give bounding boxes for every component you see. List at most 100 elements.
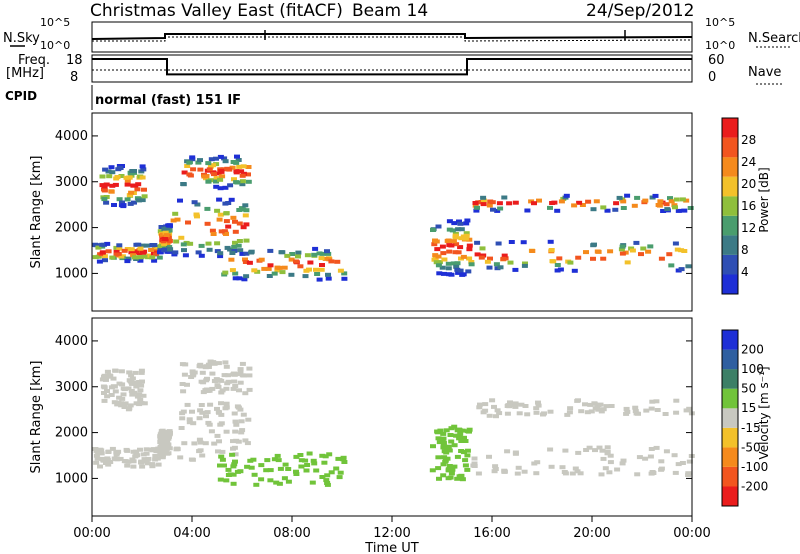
velocity-cell — [212, 379, 219, 383]
power-cell — [211, 172, 217, 177]
velocity-cell — [223, 364, 230, 369]
colorbar-frame — [721, 329, 739, 507]
power-cell — [235, 243, 242, 248]
velocity-cell — [92, 447, 99, 451]
power-cell — [457, 221, 464, 226]
velocity-cell — [562, 448, 569, 453]
power-cell — [465, 269, 472, 274]
velocity-cell — [599, 448, 606, 453]
colorbar-swatch — [722, 466, 738, 487]
velocity-cell — [512, 450, 519, 455]
velocity-cell — [209, 371, 216, 376]
power-cell — [118, 254, 125, 259]
power-cell — [128, 190, 135, 195]
power-cell — [679, 197, 686, 202]
power-cell — [242, 213, 249, 218]
power-cell — [99, 250, 106, 255]
power-cell — [214, 241, 221, 246]
power-cell — [430, 228, 436, 232]
colorbar-swatch — [722, 486, 738, 506]
velocity-cell — [440, 431, 447, 436]
power-cell — [463, 221, 470, 226]
power-cell — [449, 228, 456, 233]
velocity-cell — [518, 402, 525, 407]
y-tick-label: 2000 — [55, 426, 88, 441]
velocity-cell — [632, 405, 639, 410]
velocity-cell — [440, 442, 447, 447]
velocity-cell — [486, 413, 493, 418]
velocity-cell — [297, 453, 304, 457]
power-cell — [236, 221, 243, 226]
velocity-cell — [619, 461, 626, 466]
power-cell — [103, 182, 110, 187]
velocity-cell — [138, 368, 145, 373]
power-cell — [304, 253, 311, 258]
power-cell — [547, 205, 553, 210]
power-cell — [685, 264, 692, 269]
velocity-cell — [230, 464, 237, 469]
velocity-cell — [184, 382, 190, 387]
power-cell — [466, 247, 473, 252]
velocity-cell — [258, 463, 265, 468]
velocity-cell — [186, 417, 193, 422]
power-cell — [600, 205, 607, 210]
power-cell — [464, 218, 471, 223]
velocity-cell — [614, 467, 621, 472]
velocity-cell — [207, 402, 214, 407]
freq-frame — [91, 54, 693, 83]
x-tick-label: 16:00 — [473, 526, 510, 541]
velocity-cell — [104, 456, 111, 461]
velocity-cell — [218, 378, 225, 383]
velocity-cell — [302, 458, 309, 463]
velocity-cell — [486, 454, 492, 459]
velocity-cell — [199, 453, 206, 458]
velocity-cell — [475, 471, 482, 476]
velocity-cell — [184, 402, 191, 407]
velocity-cell — [608, 404, 615, 408]
power-cell — [205, 179, 212, 184]
power-cell — [218, 169, 225, 174]
power-cell — [101, 197, 108, 202]
velocity-cell — [429, 468, 436, 473]
velocity-cell — [223, 478, 230, 483]
velocity-cell — [507, 400, 513, 405]
velocity-cell — [512, 404, 519, 409]
nsky-panel: 10^5 10^0 N.Sky 10^5 10^0 N.Search — [3, 16, 800, 53]
velocity-cell — [672, 470, 679, 475]
power-cell — [106, 174, 113, 179]
power-cell — [232, 271, 239, 276]
power-cell — [293, 259, 299, 264]
velocity-cell — [101, 391, 107, 395]
velocity-cell — [600, 456, 607, 461]
velocity-cell — [131, 390, 138, 395]
y-tick-label: 1000 — [55, 471, 88, 486]
velocity-cell — [232, 429, 239, 434]
velocity-cell — [304, 463, 311, 467]
velocity-cell — [309, 480, 316, 485]
velocity-cell — [448, 439, 455, 444]
power-cell — [120, 203, 127, 208]
velocity-cell — [322, 454, 329, 459]
power-cell — [96, 259, 103, 264]
power-cell — [213, 184, 220, 189]
power-cell — [683, 198, 690, 203]
power-cell — [113, 252, 120, 257]
velocity-cell — [95, 451, 102, 456]
power-cell — [549, 259, 556, 264]
velocity-cell — [200, 380, 207, 385]
velocity-cell — [572, 466, 579, 471]
velocity-cell — [675, 462, 682, 467]
velocity-cell — [247, 458, 254, 463]
velocity-cell — [267, 478, 274, 483]
power-cell — [113, 249, 120, 254]
velocity-cell — [136, 380, 143, 384]
colorbar-tick-label: 24 — [741, 155, 756, 169]
power-cell — [234, 180, 241, 185]
power-cell — [556, 256, 563, 261]
velocity-cell — [137, 447, 143, 452]
velocity-cell — [464, 448, 471, 453]
velocity-cell — [445, 467, 452, 472]
velocity-cell — [167, 430, 173, 435]
power-cell — [184, 164, 191, 168]
power-cell — [181, 248, 187, 253]
